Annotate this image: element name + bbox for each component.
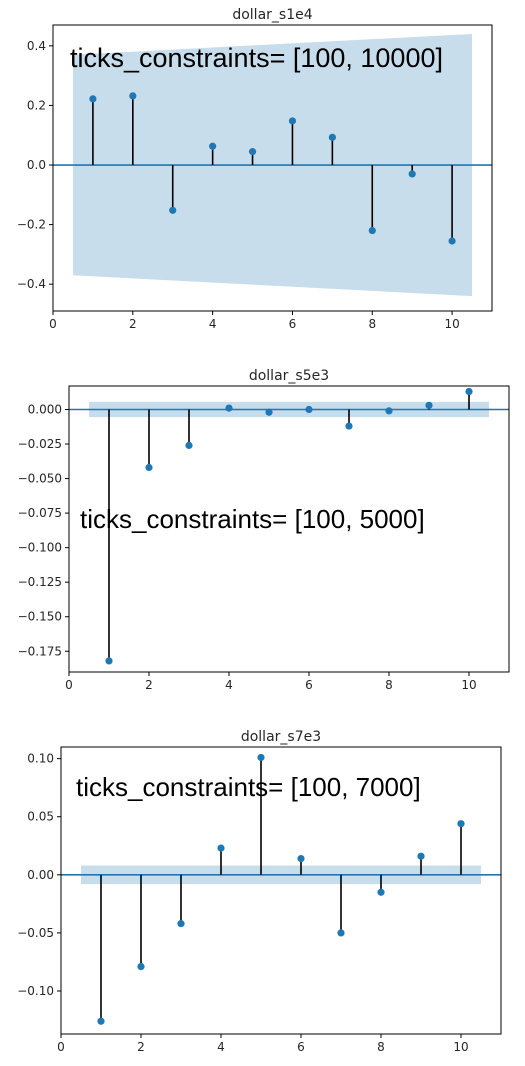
x-tick-label: 8 <box>368 317 376 331</box>
x-tick-label: 4 <box>225 678 233 692</box>
acf-point-lag-9 <box>408 170 416 178</box>
chart-title: dollar_s1e4 <box>232 7 312 23</box>
acf-point-lag-7 <box>345 422 353 430</box>
acf-point-lag-9 <box>425 401 433 409</box>
x-tick-label: 6 <box>305 678 313 692</box>
y-tick-label: −0.100 <box>18 541 62 555</box>
x-tick-label: 10 <box>444 317 459 331</box>
acf-point-lag-5 <box>257 753 265 762</box>
x-tick-label: 10 <box>461 678 476 692</box>
axes-frame <box>68 385 510 673</box>
acf-point-lag-6 <box>297 854 305 863</box>
x-tick-label: 8 <box>377 1040 385 1054</box>
x-tick-label: 6 <box>297 1040 305 1054</box>
acf-point-lag-1 <box>105 657 113 665</box>
acf-point-lag-4 <box>217 844 225 852</box>
acf-point-lag-10 <box>465 387 473 396</box>
y-tick-label: −0.025 <box>18 437 62 451</box>
acf-point-lag-10 <box>448 237 456 245</box>
y-tick-label: −0.05 <box>17 926 54 940</box>
acf-point-lag-8 <box>368 226 376 235</box>
axes-frame <box>52 24 493 312</box>
x-tick-label: 0 <box>57 1040 65 1054</box>
acf-point-lag-2 <box>137 963 145 971</box>
x-tick-label: 2 <box>145 678 153 692</box>
acf-point-lag-1 <box>97 1017 105 1025</box>
acf-chart-2: dollar_s5e3 0 2 4 6 8 10 0.000 −0.025 −0.050 −0.07… <box>18 368 510 692</box>
x-tick-label: 4 <box>209 317 217 331</box>
y-tick-label: −0.175 <box>18 644 62 658</box>
y-tick-label: −0.10 <box>17 984 54 998</box>
acf-point-lag-1 <box>89 95 97 103</box>
acf-point-lag-6 <box>288 117 297 125</box>
y-tick-label: 0.10 <box>27 752 54 766</box>
acf-point-lag-9 <box>417 852 425 860</box>
y-tick-label: 0.05 <box>27 810 54 824</box>
y-tick-label: 0.000 <box>28 402 62 416</box>
acf-point-lag-8 <box>377 888 385 896</box>
x-tick-label: 4 <box>217 1040 225 1054</box>
y-tick-label: 0.2 <box>27 98 46 112</box>
y-tick-label: −0.4 <box>17 277 46 291</box>
acf-point-lag-4 <box>209 142 217 150</box>
acf-point-lag-3 <box>185 441 193 450</box>
acf-point-lag-6 <box>305 405 313 414</box>
acf-point-lag-10 <box>457 820 465 828</box>
y-tick-label: −0.050 <box>18 472 62 486</box>
acf-point-lag-5 <box>248 148 257 156</box>
x-tick-label: 2 <box>137 1040 145 1054</box>
x-tick-label: 2 <box>129 317 137 331</box>
ticks-constraints-annotation: ticks_constraints= [100, 7000] <box>76 772 421 802</box>
y-tick-label: −0.2 <box>17 218 46 232</box>
x-tick-label: 10 <box>453 1040 468 1054</box>
acf-point-lag-2 <box>129 92 137 100</box>
axes-frame <box>60 746 502 1035</box>
acf-point-lag-3 <box>177 920 185 928</box>
y-tick-label: −0.075 <box>18 506 62 520</box>
y-tick-label: 0.0 <box>27 158 46 172</box>
chart-title: dollar_s7e3 <box>241 729 321 745</box>
acf-chart-1: dollar_s1e4 0 2 4 6 8 10 0.4 0.2 0.0 −0.2 −0.4 ticks… <box>17 7 493 331</box>
acf-point-lag-2 <box>145 463 153 472</box>
acf-chart-3: dollar_s7e3 0 2 4 6 8 10 0.10 0.05 0.00 −0.05 −0.10… <box>17 729 502 1054</box>
x-tick-label: 6 <box>289 317 297 331</box>
ticks-constraints-annotation: ticks_constraints= [100, 5000] <box>80 504 425 534</box>
y-tick-label: −0.125 <box>18 575 62 589</box>
acf-point-lag-7 <box>328 133 336 141</box>
ticks-constraints-annotation: ticks_constraints= [100, 10000] <box>70 43 443 73</box>
chart-title: dollar_s5e3 <box>249 368 329 384</box>
y-tick-label: 0.4 <box>27 39 46 53</box>
acf-point-lag-8 <box>385 407 393 415</box>
x-tick-label: 0 <box>65 678 73 692</box>
x-tick-label: 8 <box>385 678 393 692</box>
acf-point-lag-5 <box>265 408 273 416</box>
acf-point-lag-7 <box>337 929 345 937</box>
acf-point-lag-4 <box>225 404 233 412</box>
y-tick-label: 0.00 <box>27 868 54 882</box>
x-tick-label: 0 <box>49 317 57 331</box>
y-tick-label: −0.150 <box>18 610 62 624</box>
acf-point-lag-3 <box>169 206 177 214</box>
